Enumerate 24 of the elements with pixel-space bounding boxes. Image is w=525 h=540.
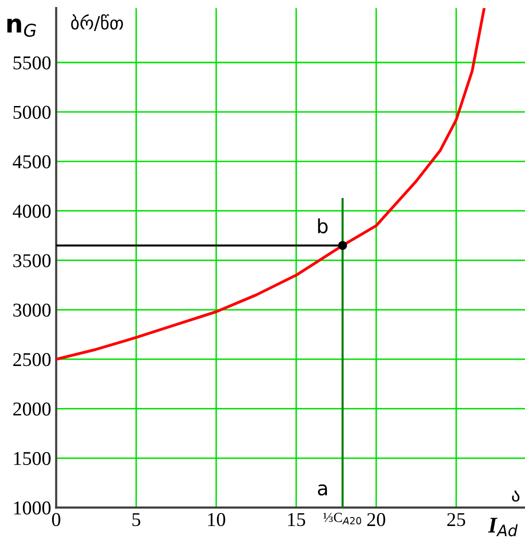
- y-tick-label: 5000: [14, 106, 51, 119]
- x-tick-label: 10: [208, 513, 226, 526]
- y-tick-label: 5500: [14, 56, 51, 70]
- y-tick-label: 2000: [13, 402, 51, 416]
- y-tick-label: 4000: [12, 204, 51, 218]
- y-tick-label: 3000: [13, 304, 51, 317]
- y-tick-label: 1000: [14, 501, 51, 515]
- annotation: a: [318, 484, 327, 496]
- x-tick-label: 20: [367, 513, 386, 526]
- y-tick-label: 2500: [13, 353, 51, 366]
- line-series: [56, 8, 486, 361]
- y-tick-label: 1500: [14, 452, 51, 466]
- y-tick-label: 3500: [13, 254, 51, 268]
- annotation: ბრ/წთ: [71, 14, 123, 31]
- x-tick-label: 5: [132, 513, 140, 526]
- x-axis-title: I$_{Ad}$: [488, 518, 518, 536]
- x-tick-label: 0: [52, 513, 60, 526]
- x-tick-label: 15: [288, 513, 306, 526]
- x-tick-label: 25: [447, 513, 466, 526]
- annotation: b: [318, 218, 328, 234]
- x-tick-label: ⅓C$_{A20}$: [323, 512, 362, 524]
- annotation: ა: [512, 490, 520, 502]
- y-tick-label: 4500: [12, 155, 51, 168]
- y-axis-title: n$_{G}$: [7, 18, 36, 37]
